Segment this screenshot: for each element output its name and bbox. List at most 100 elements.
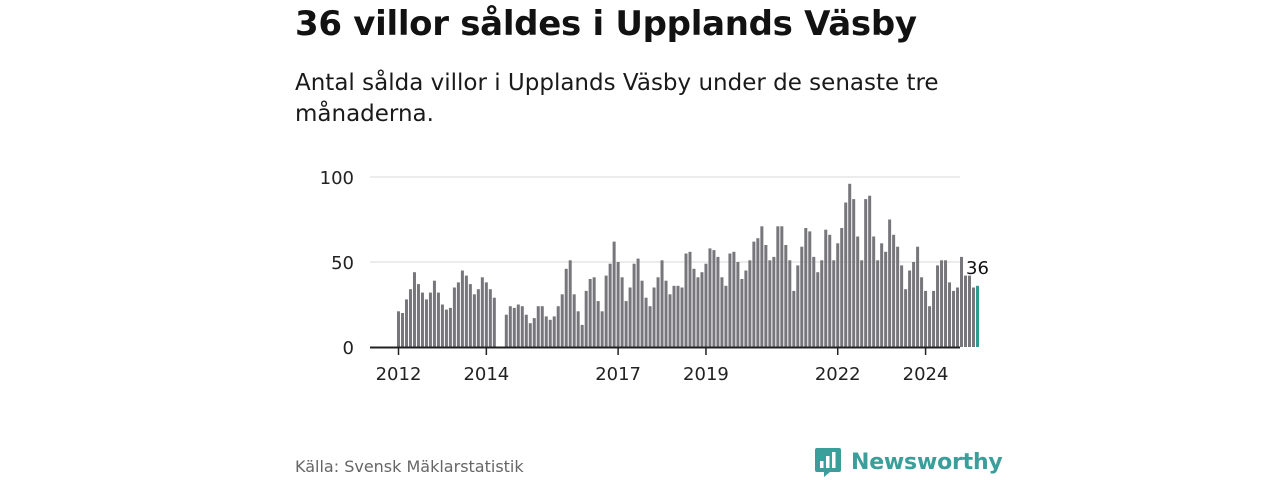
brand-logo[interactable]: Newsworthy: [814, 446, 1003, 478]
bar: [800, 246, 804, 347]
bar: [872, 236, 876, 347]
bar: [720, 277, 724, 347]
bar: [580, 324, 584, 347]
bar: [968, 275, 971, 347]
bar: [920, 277, 924, 347]
bar: [756, 238, 760, 347]
bar: [436, 292, 440, 347]
chart-title: 36 villor såldes i Upplands Väsby: [295, 4, 917, 44]
bar: [716, 256, 720, 347]
bar: [880, 243, 884, 347]
bar: [560, 294, 564, 347]
bar: [620, 277, 624, 347]
bar: [556, 306, 560, 347]
bar: [712, 250, 716, 347]
bar: [428, 292, 432, 347]
bar: [812, 256, 816, 347]
x-tick-label: 2014: [463, 364, 509, 385]
bar: [856, 236, 860, 347]
bar: [456, 282, 460, 347]
y-tick-label: 50: [331, 253, 354, 274]
brand-name: Newsworthy: [851, 449, 1003, 475]
bar: [832, 260, 836, 347]
bar: [836, 243, 840, 347]
bar: [964, 275, 968, 347]
x-tick-label: 2017: [595, 364, 641, 385]
bar: [952, 290, 956, 347]
bar: [896, 246, 900, 347]
bar: [512, 307, 516, 347]
bar: [768, 260, 772, 347]
bar: [404, 299, 408, 347]
bar: [588, 279, 592, 347]
bar: [656, 277, 660, 347]
bar: [540, 306, 544, 347]
bar: [888, 219, 892, 347]
bar: [536, 306, 540, 347]
bar: [904, 289, 908, 347]
bar: [908, 270, 912, 347]
bar: [624, 301, 628, 347]
bar: [704, 263, 708, 347]
highlight-value-label: 36: [966, 258, 989, 279]
bar: [844, 202, 848, 347]
bar: [568, 260, 572, 347]
bar: [892, 234, 896, 347]
bar: [724, 285, 728, 347]
bar: [852, 199, 856, 347]
bar: [772, 256, 776, 347]
bar: [860, 260, 864, 347]
bar: [824, 229, 828, 347]
bar: [868, 195, 872, 347]
bar: [732, 251, 736, 347]
bar: [748, 260, 752, 347]
bar: [612, 241, 616, 347]
bar: [804, 228, 808, 347]
bar: [728, 253, 732, 347]
bar: [684, 253, 688, 347]
bar: [796, 265, 800, 347]
bar: [940, 260, 944, 347]
bar: [524, 314, 528, 347]
bar: [924, 290, 928, 347]
bar: [760, 226, 764, 347]
bar: [468, 284, 472, 347]
bar: [564, 268, 568, 347]
bar: [400, 313, 404, 347]
bar: [788, 260, 792, 347]
bar: [696, 277, 700, 347]
bar: [520, 306, 524, 347]
y-tick-label: 100: [320, 168, 354, 189]
bar: [700, 272, 704, 347]
bar: [576, 311, 580, 347]
x-tick-label: 2024: [903, 364, 949, 385]
bar: [460, 270, 464, 347]
bar: [448, 307, 452, 347]
bar: [764, 245, 768, 347]
bar: [516, 304, 520, 347]
bar: [420, 292, 424, 347]
x-tick-label: 2019: [683, 364, 729, 385]
bar: [660, 260, 664, 347]
bar: [584, 290, 588, 347]
bar: [440, 304, 444, 347]
bar: [416, 284, 420, 347]
y-tick-label: 0: [343, 338, 354, 359]
bar: [412, 272, 416, 347]
bar: [776, 226, 780, 347]
bar: [480, 277, 484, 347]
bar: [596, 301, 600, 347]
bar: [816, 272, 820, 347]
bar: [508, 306, 512, 347]
bar: [672, 285, 676, 347]
bar: [900, 265, 904, 347]
bar: [752, 241, 756, 347]
bar: [960, 256, 964, 347]
bar: [680, 287, 684, 347]
bar: [808, 231, 812, 347]
bar: [884, 251, 888, 347]
x-tick-label: 2022: [815, 364, 861, 385]
bar: [600, 311, 604, 347]
bar: [864, 199, 868, 347]
